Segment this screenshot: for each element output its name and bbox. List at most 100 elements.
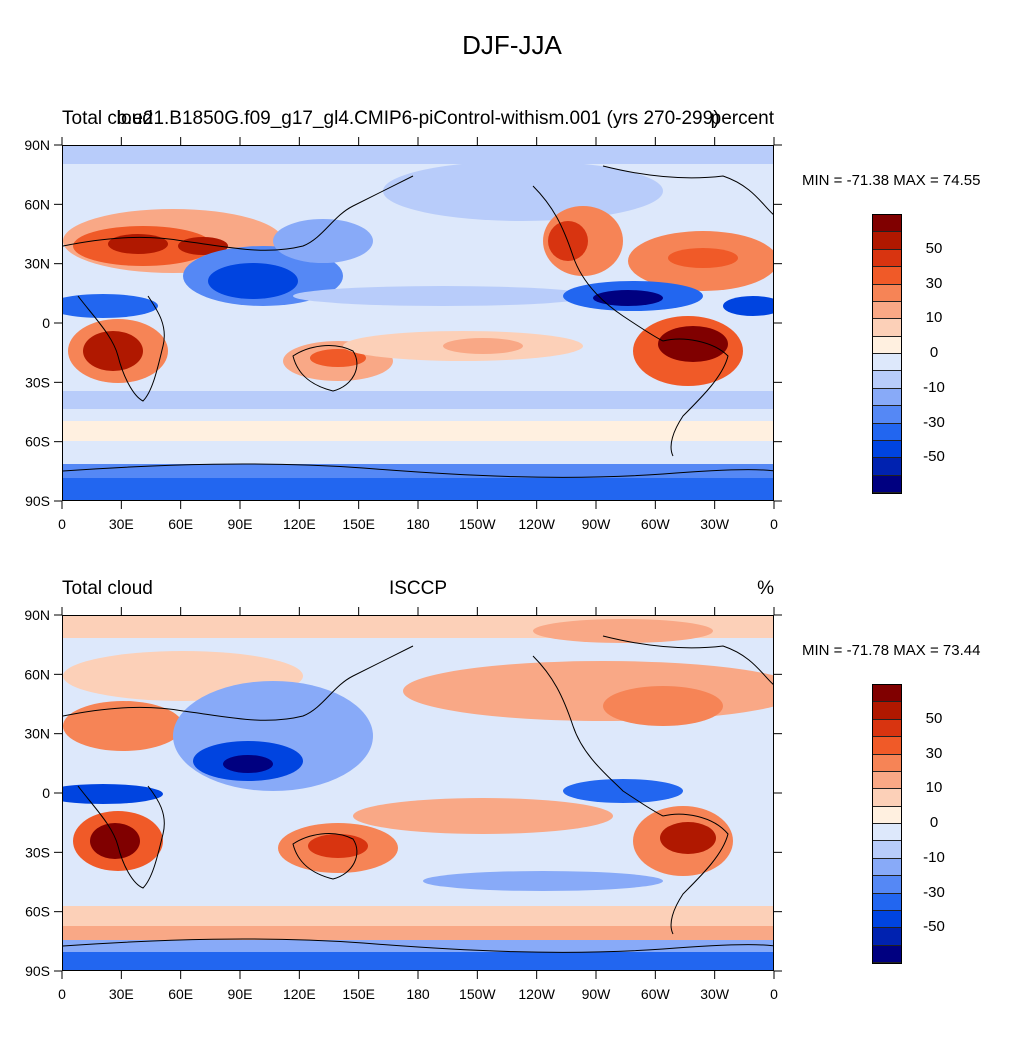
contour-map: [62, 145, 774, 501]
lon-label: 30E: [109, 986, 134, 1002]
colorbar-box: [873, 876, 901, 894]
colorbar-box: [873, 301, 901, 320]
colorbar-label: -10: [923, 378, 945, 396]
colorbar: [872, 684, 902, 964]
colorbar-label: -10: [923, 848, 945, 866]
lat-label: 90N: [24, 607, 50, 623]
contour-field: [63, 146, 773, 500]
lon-label: 180: [406, 516, 430, 532]
colorbar-box: [873, 841, 901, 859]
lon-label: 150W: [459, 986, 496, 1002]
lon-label: 120W: [518, 986, 555, 1002]
colorbar: [872, 214, 902, 494]
lon-label: 150E: [342, 986, 375, 1002]
lon-label: 90W: [582, 516, 612, 532]
lon-label: 180: [406, 986, 430, 1002]
colorbar-label: -30: [923, 883, 945, 901]
lat-label: 60N: [24, 196, 50, 212]
lat-label: 60S: [25, 434, 50, 450]
lon-label: 0: [770, 516, 778, 532]
lon-label: 120E: [283, 986, 316, 1002]
latitude-labels: 90N 60N 30N 0 30S 60S 90S: [24, 137, 50, 509]
latitude-labels: 90N 60N 30N 0 30S 60S 90S: [24, 607, 50, 979]
colorbar-box: [873, 685, 901, 703]
colorbar-box: [873, 284, 901, 302]
panel-units-label: %: [757, 578, 774, 599]
colorbar-box: [873, 388, 901, 407]
lon-label: 60W: [641, 516, 671, 532]
panel-left-label: Total cloud: [62, 108, 153, 129]
lat-label: 60N: [24, 666, 50, 682]
lat-label: 0: [42, 315, 50, 331]
colorbar-box: [873, 458, 901, 476]
lon-label: 60E: [168, 516, 193, 532]
colorbar-box: [873, 267, 901, 285]
colorbar-box: [873, 423, 901, 441]
lat-label: 30S: [25, 844, 50, 860]
colorbar-box: [873, 354, 901, 372]
main-title: DJF-JJA: [462, 30, 562, 60]
lon-label: 30E: [109, 516, 134, 532]
colorbar-box: [873, 945, 901, 963]
colorbar-box: [873, 319, 901, 337]
lat-label: 90N: [24, 137, 50, 153]
colorbar-label: 10: [925, 309, 943, 327]
colorbar-box: [873, 475, 901, 493]
colorbar-box: [873, 215, 901, 233]
lon-label: 90E: [228, 516, 253, 532]
colorbar-label: -50: [923, 448, 945, 466]
lon-label: 0: [58, 516, 66, 532]
lat-label: 0: [42, 785, 50, 801]
panel-left-label: Total cloud: [62, 578, 153, 599]
colorbar-box: [873, 789, 901, 807]
lon-label: 60W: [641, 986, 671, 1002]
panel-center-label: b.e21.B1850G.f09_g17_gl4.CMIP6-piControl…: [116, 108, 720, 129]
colorbar-label: 50: [925, 239, 943, 257]
colorbar-label: -30: [923, 413, 945, 431]
colorbar-box: [873, 806, 901, 824]
panel-center-label: ISCCP: [388, 578, 448, 599]
lon-label: 30W: [700, 516, 730, 532]
obs-panel: Total cloud ISCCP %: [0, 570, 1024, 1040]
colorbar-box: [873, 771, 901, 790]
lon-label: 150W: [459, 516, 496, 532]
colorbar-box: [873, 336, 901, 354]
colorbar-box: [873, 858, 901, 877]
min-max-readout: MIN = -71.38 MAX = 74.55: [802, 172, 981, 189]
colorbar-box: [873, 893, 901, 911]
lon-label: 120E: [283, 516, 316, 532]
lat-label: 30S: [25, 374, 50, 390]
colorbar-box: [873, 737, 901, 755]
colorbar-label: 30: [925, 274, 943, 292]
colorbar-label: 30: [925, 744, 943, 762]
lon-label: 90W: [582, 986, 612, 1002]
colorbar-box: [873, 702, 901, 720]
lat-label: 90S: [25, 963, 50, 979]
colorbar-box: [873, 754, 901, 772]
longitude-labels: 0 30E 60E 90E 120E 150E 180 150W 120W 90W 60W 30W 0: [58, 986, 778, 1002]
colorbar-label: -50: [923, 918, 945, 936]
colorbar-box: [873, 249, 901, 268]
colorbar-box: [873, 910, 901, 929]
panel-units-label: percent: [710, 108, 774, 129]
colorbar-box: [873, 371, 901, 389]
lon-label: 90E: [228, 986, 253, 1002]
lon-label: 120W: [518, 516, 555, 532]
colorbar-box: [873, 928, 901, 946]
model-panel: Total cloud b.e21.B1850G.f09_g17_gl4.CMI…: [0, 100, 1024, 570]
contour-map: [62, 615, 774, 971]
lon-label: 30W: [700, 986, 730, 1002]
lon-label: 150E: [342, 516, 375, 532]
contour-field: [63, 616, 773, 970]
colorbar-box: [873, 824, 901, 842]
colorbar-box: [873, 406, 901, 424]
colorbar-label: 0: [929, 344, 939, 361]
lon-label: 0: [770, 986, 778, 1002]
lat-label: 30N: [24, 256, 50, 272]
colorbar-label: 50: [925, 709, 943, 727]
lat-label: 90S: [25, 493, 50, 509]
lat-label: 60S: [25, 904, 50, 920]
colorbar-box: [873, 719, 901, 738]
colorbar-box: [873, 232, 901, 250]
colorbar-label: 10: [925, 779, 943, 797]
